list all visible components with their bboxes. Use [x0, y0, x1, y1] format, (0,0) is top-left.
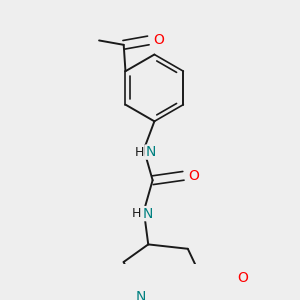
Text: N: N [143, 207, 153, 220]
Text: N: N [146, 145, 156, 159]
Text: H: H [132, 207, 142, 220]
Text: H: H [135, 146, 144, 159]
Text: N: N [136, 290, 146, 300]
Text: O: O [188, 169, 200, 183]
Text: O: O [237, 271, 248, 285]
Text: O: O [153, 33, 164, 47]
